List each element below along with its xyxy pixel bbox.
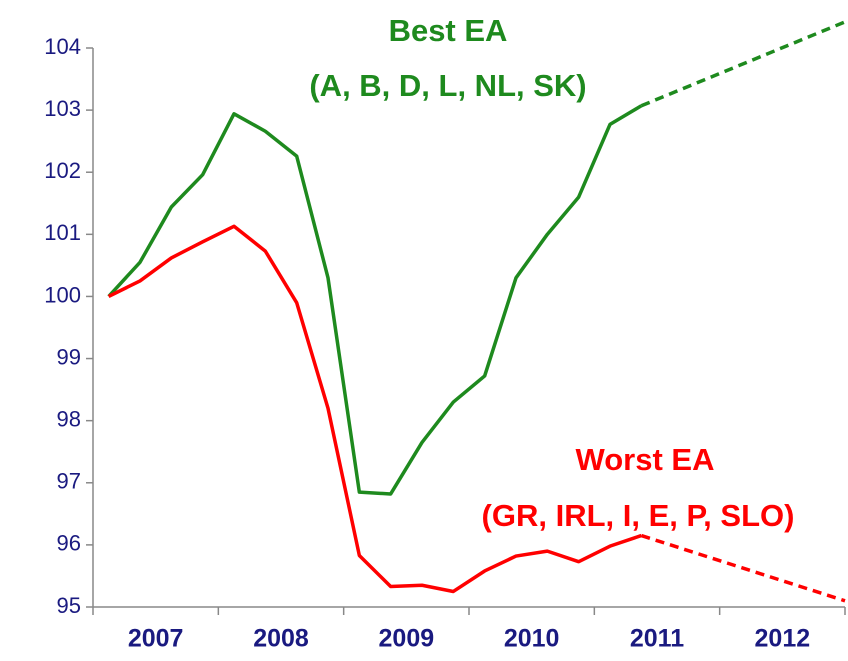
- annotation: (A, B, D, L, NL, SK): [309, 68, 586, 103]
- series-line: [640, 20, 846, 108]
- y-tick-label: 98: [57, 406, 81, 431]
- x-tick-label: 2007: [128, 625, 184, 653]
- y-tick-label: 101: [44, 220, 81, 245]
- annotation: Worst EA: [576, 442, 715, 477]
- series-line: [640, 533, 846, 603]
- y-tick-label: 97: [57, 469, 81, 494]
- annotation: Best EA: [389, 13, 508, 48]
- x-tick-label: 2009: [379, 625, 435, 653]
- x-tick-label: 2011: [630, 625, 684, 653]
- series-line: [107, 224, 642, 594]
- y-tick-label: 95: [57, 593, 81, 618]
- y-tick-label: 100: [44, 282, 81, 307]
- series-line: [107, 104, 643, 496]
- y-tick-label: 103: [44, 96, 81, 121]
- x-tick-label: 2010: [504, 625, 560, 653]
- x-tick-label: 2012: [755, 625, 811, 653]
- annotation: (GR, IRL, I, E, P, SLO): [482, 498, 795, 533]
- y-tick-label: 99: [57, 344, 81, 369]
- y-tick-label: 102: [44, 158, 81, 183]
- y-tick-label: 104: [44, 34, 81, 59]
- y-tick-label: 96: [57, 531, 81, 556]
- x-tick-label: 2008: [253, 625, 309, 653]
